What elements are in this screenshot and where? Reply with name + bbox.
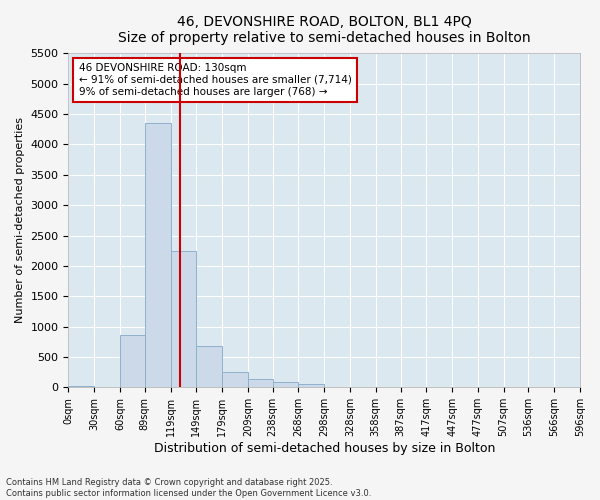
Bar <box>170 250 196 388</box>
Bar <box>94 386 120 388</box>
Bar <box>68 386 94 388</box>
Title: 46, DEVONSHIRE ROAD, BOLTON, BL1 4PQ
Size of property relative to semi-detached : 46, DEVONSHIRE ROAD, BOLTON, BL1 4PQ Siz… <box>118 15 530 45</box>
Bar <box>222 372 248 388</box>
Bar <box>120 335 145 388</box>
Text: Contains HM Land Registry data © Crown copyright and database right 2025.
Contai: Contains HM Land Registry data © Crown c… <box>6 478 371 498</box>
Y-axis label: Number of semi-detached properties: Number of semi-detached properties <box>15 118 25 324</box>
Bar <box>145 123 170 388</box>
Bar <box>248 380 272 388</box>
Bar <box>272 382 298 388</box>
Text: 46 DEVONSHIRE ROAD: 130sqm
← 91% of semi-detached houses are smaller (7,714)
9% : 46 DEVONSHIRE ROAD: 130sqm ← 91% of semi… <box>79 64 352 96</box>
Bar <box>298 384 324 388</box>
X-axis label: Distribution of semi-detached houses by size in Bolton: Distribution of semi-detached houses by … <box>154 442 495 455</box>
Bar <box>196 346 222 388</box>
